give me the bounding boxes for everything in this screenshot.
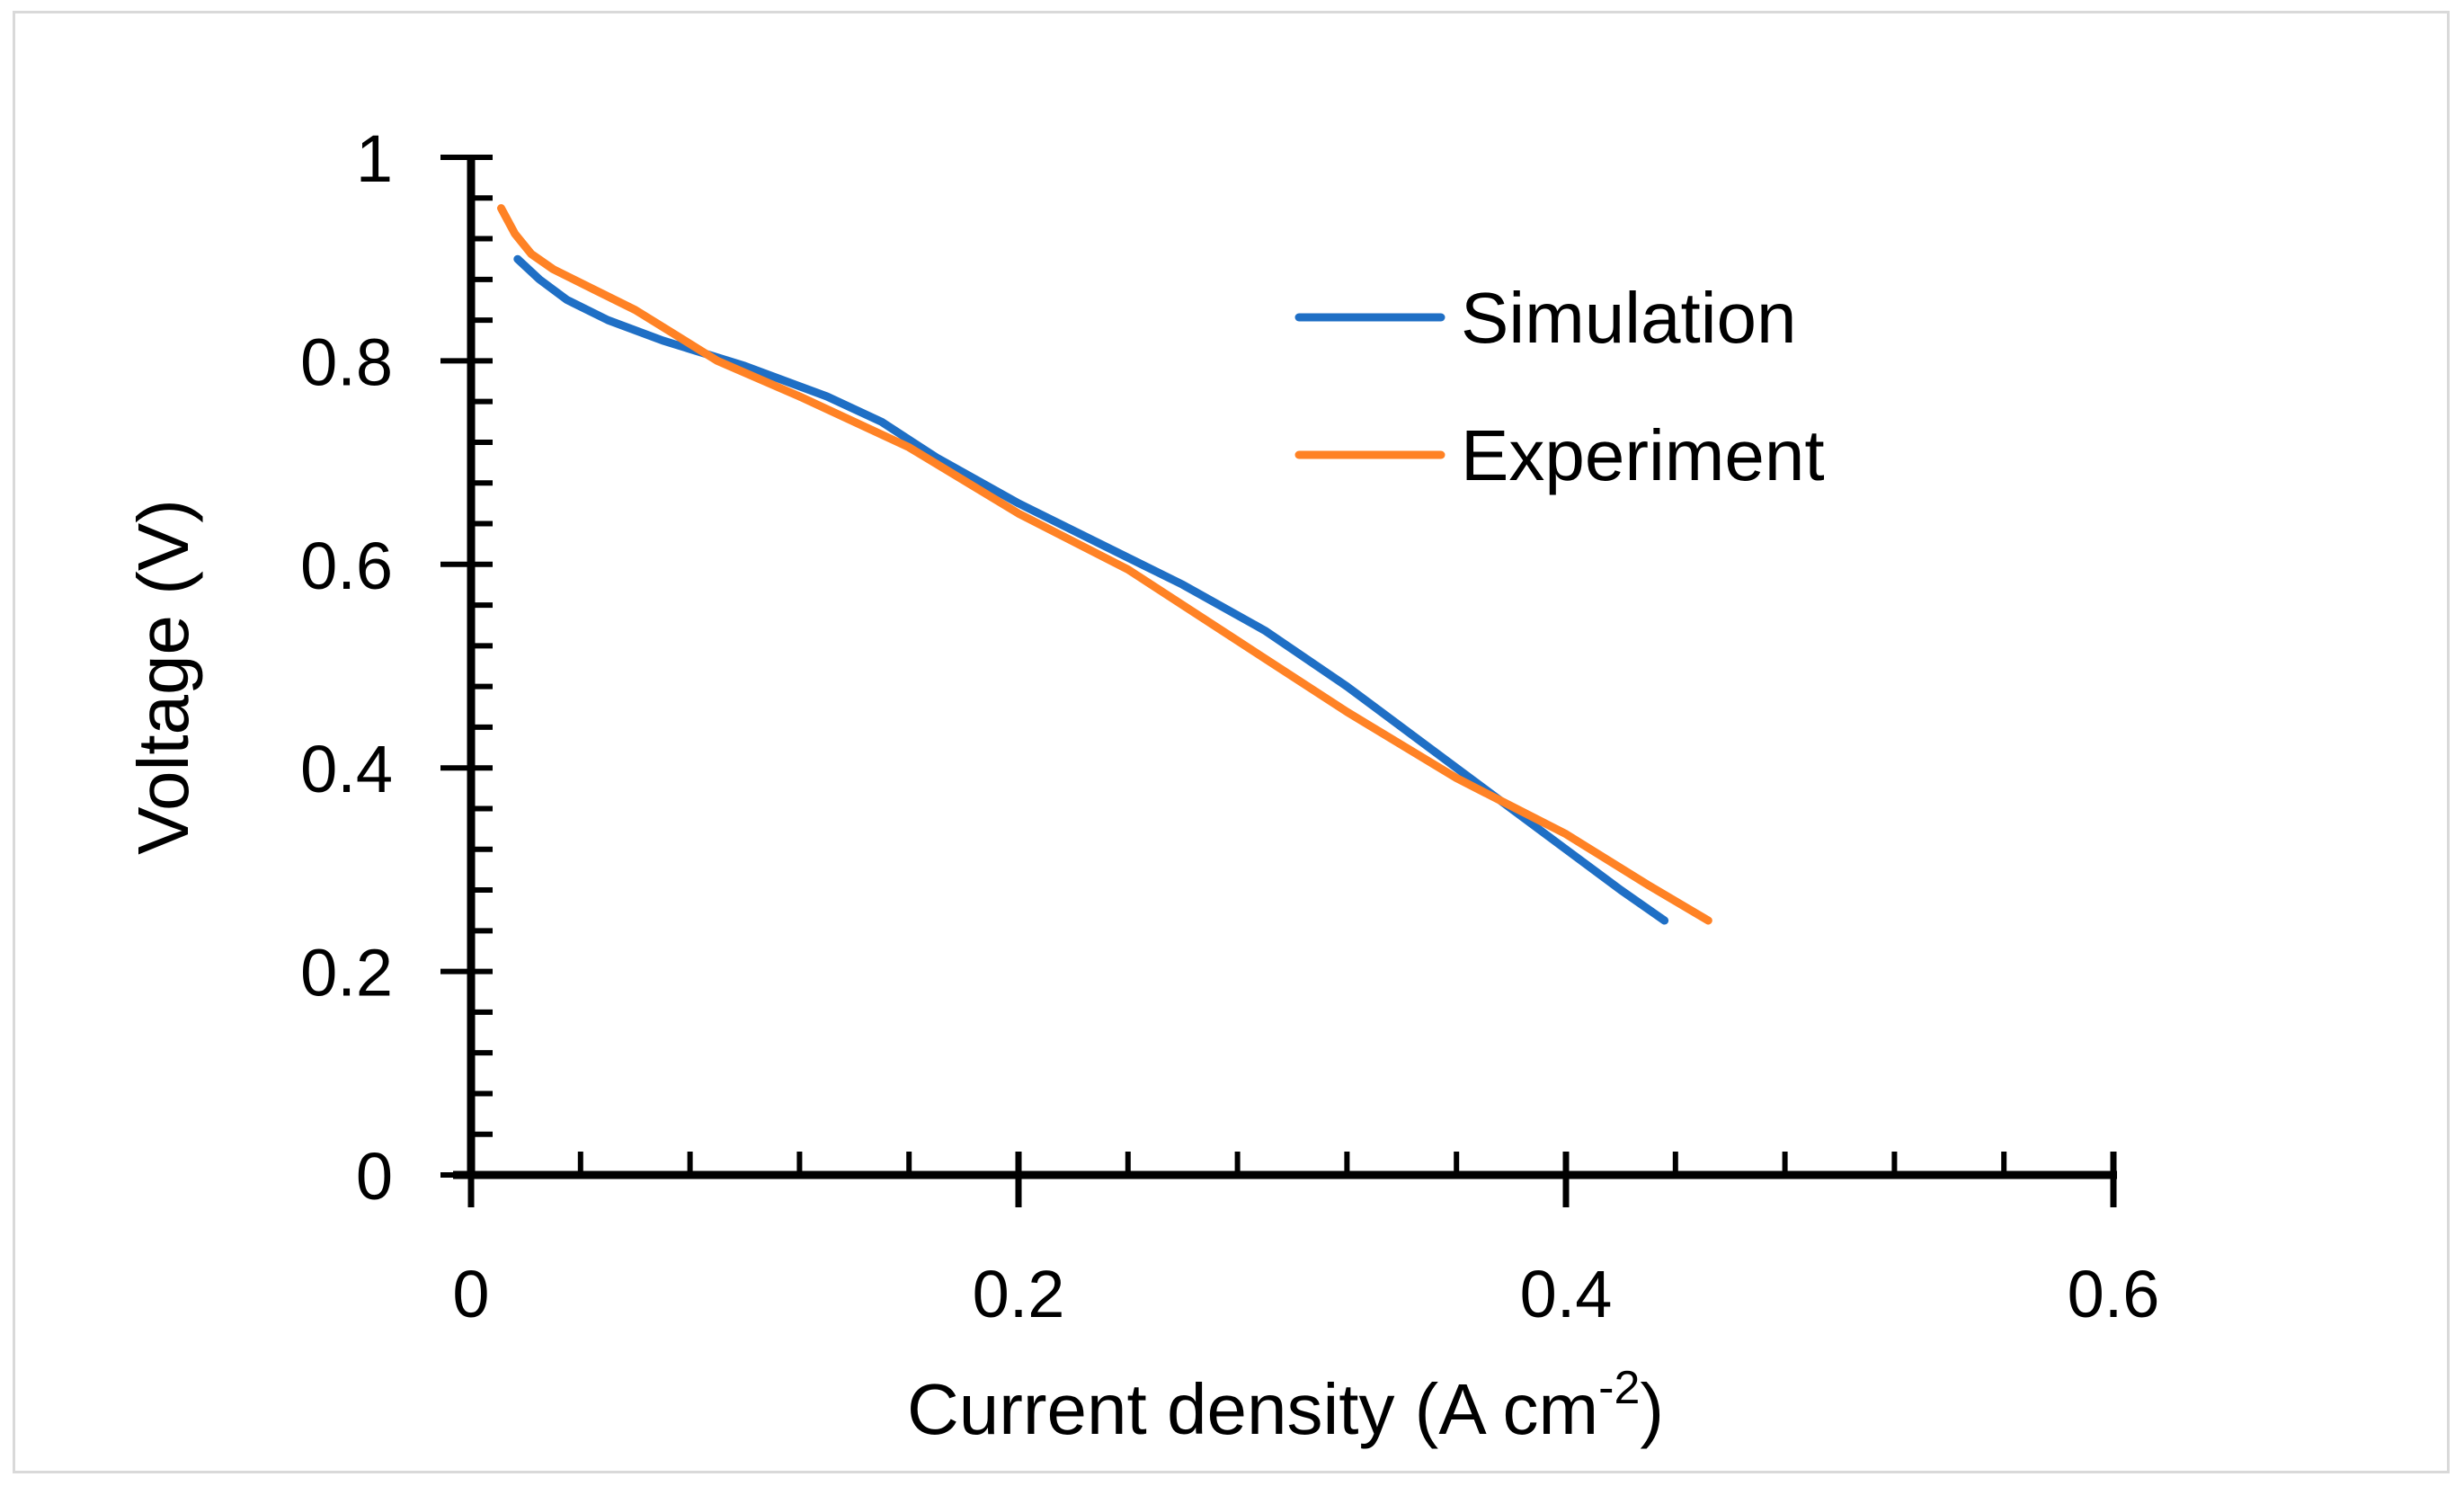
y-tick-label: 1 (356, 121, 393, 196)
legend: Simulation Experiment (1294, 278, 1825, 495)
y-tick-label: 0 (356, 1139, 393, 1214)
y-tick-label: 0.6 (300, 529, 393, 603)
x-axis-title-superscript: -2 (1598, 1362, 1640, 1414)
x-tick-label: 0.4 (1520, 1257, 1613, 1331)
series-line-experiment (497, 204, 1712, 925)
x-tick-label: 0.6 (2068, 1257, 2160, 1331)
series-layer (497, 204, 1712, 925)
voltage-current-chart: 0 0.2 0.4 0.6 0.8 1 0 0.2 0.4 0.6 Current density… (123, 121, 2159, 1449)
y-tick-label: 0.8 (300, 325, 393, 399)
tick-labels-layer: 0 0.2 0.4 0.6 0.8 1 0 0.2 0.4 0.6 (300, 121, 2159, 1331)
axes-layer (440, 155, 2117, 1207)
x-axis-title: Current density (A cm-2) (907, 1362, 1664, 1449)
legend-label-simulation: Simulation (1461, 278, 1797, 358)
y-axis-title: Voltage (V) (123, 499, 203, 855)
x-tick-label: 0.2 (973, 1257, 1065, 1331)
y-tick-label: 0.2 (300, 936, 393, 1010)
series-line-simulation (513, 254, 1669, 925)
x-tick-label: 0 (452, 1257, 489, 1331)
y-tick-label: 0.4 (300, 732, 393, 806)
legend-label-experiment: Experiment (1461, 415, 1825, 495)
x-axis-title-main: Current density (A cm (907, 1369, 1598, 1449)
chart-frame: 0 0.2 0.4 0.6 0.8 1 0 0.2 0.4 0.6 Current density… (13, 11, 2450, 1473)
x-axis-title-close: ) (1640, 1369, 1664, 1449)
